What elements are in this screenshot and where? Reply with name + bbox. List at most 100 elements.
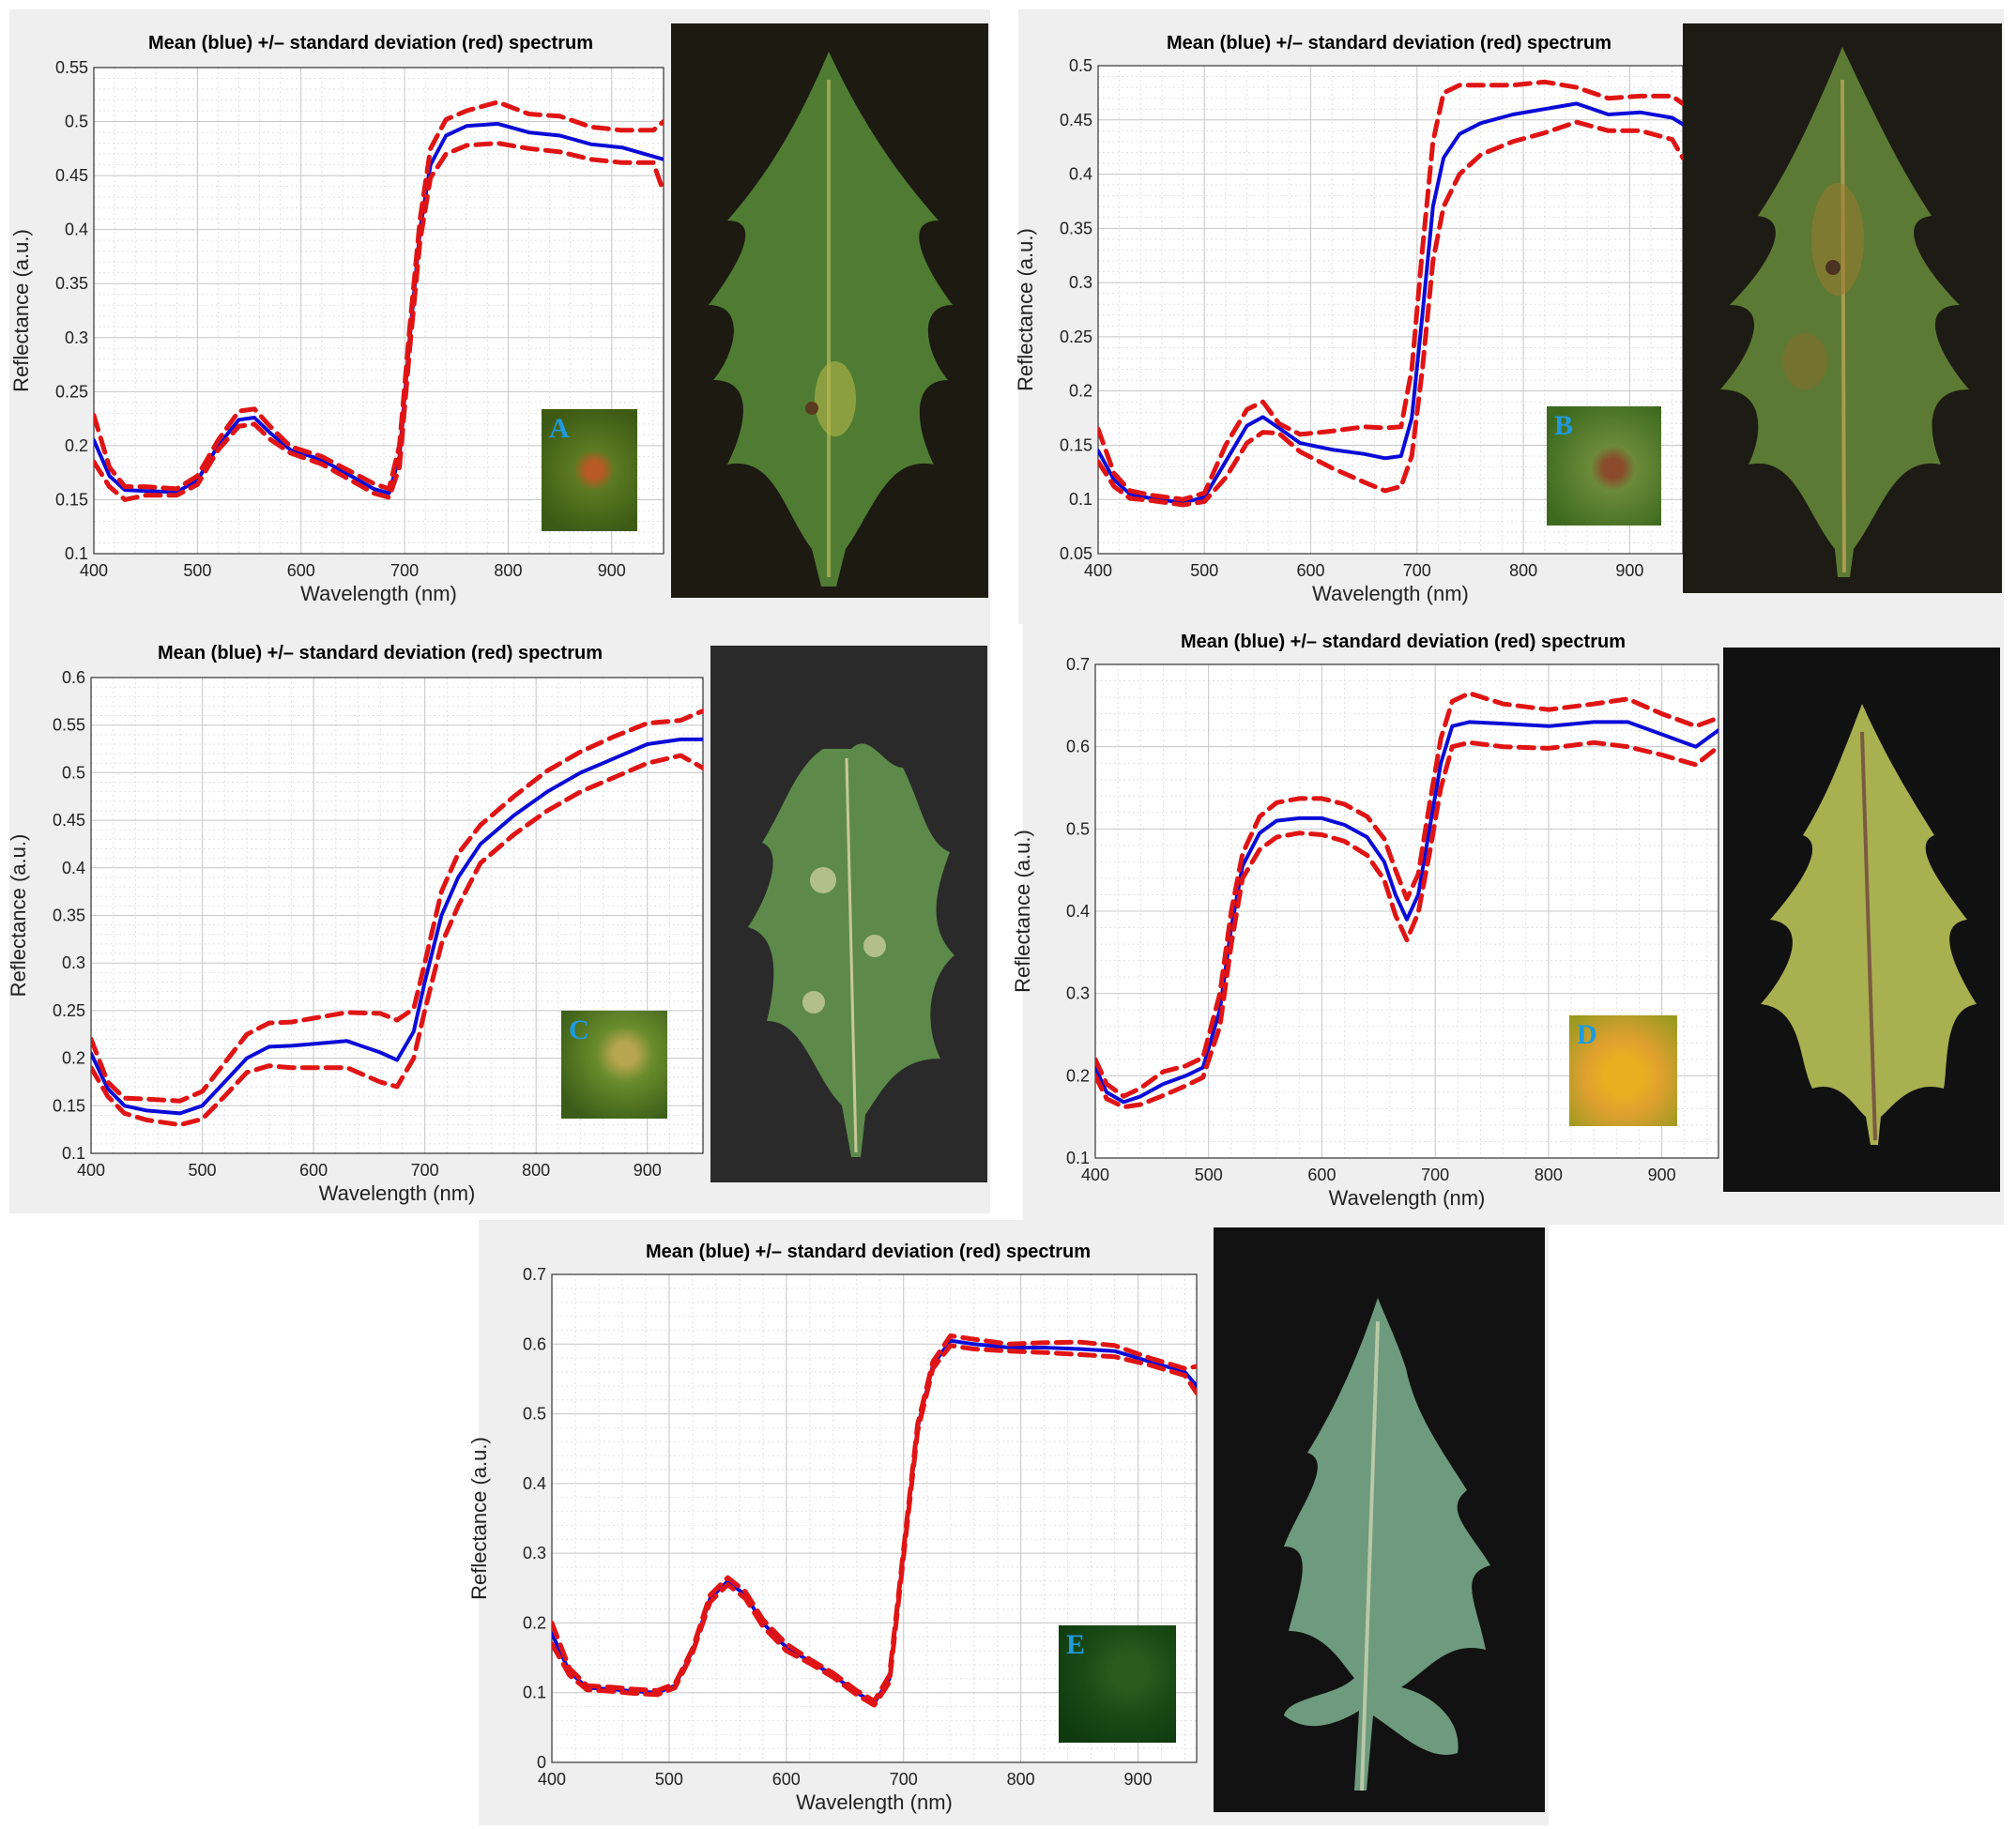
plot-frame (1094, 663, 1719, 1159)
std-series-line (1098, 119, 1683, 508)
chart-title: Mean (blue) +/– standard deviation (red)… (158, 643, 603, 663)
mean-series-line (1098, 101, 1683, 505)
y-tick-label: 0.1 (1066, 1149, 1090, 1167)
y-tick-label: 0.3 (523, 1544, 546, 1562)
y-tick-label: 0.35 (55, 274, 88, 293)
x-tick-label: 800 (494, 561, 522, 580)
x-tick-label: 500 (655, 1770, 683, 1789)
leaf-icon (1761, 704, 1977, 1145)
x-tick-label: 800 (1509, 561, 1537, 580)
x-tick-label: 900 (1615, 561, 1643, 580)
y-axis-label: Reflectance (a.u.) (467, 1437, 491, 1600)
y-tick-label: 0.35 (1060, 219, 1092, 237)
y-tick-label: 0.45 (55, 166, 88, 185)
chart-title: Mean (blue) +/– standard deviation (red)… (1181, 632, 1626, 652)
leaf-photo-b (1683, 23, 2002, 593)
x-axis-label: Wavelength (nm) (300, 582, 457, 605)
inset-c: C (561, 1011, 667, 1119)
x-tick-label: 500 (1195, 1166, 1223, 1184)
x-axis-label: Wavelength (nm) (319, 1181, 476, 1205)
y-tick-label: 0.25 (53, 1001, 85, 1020)
grid (93, 67, 664, 555)
mean-series-line (94, 121, 664, 495)
y-tick-label: 0.4 (1066, 902, 1090, 921)
plot-frame (551, 1273, 1198, 1763)
std-series-line (552, 1333, 1197, 1704)
y-tick-label: 0.55 (55, 58, 88, 77)
leaf-photo-e (1214, 1227, 1545, 1812)
x-tick-label: 900 (634, 1161, 662, 1180)
inset-e: E (1059, 1625, 1176, 1743)
x-tick-label: 400 (80, 561, 108, 580)
std-series-line (94, 99, 664, 492)
leaf-photo-d (1723, 648, 2000, 1192)
x-tick-label: 500 (189, 1161, 217, 1180)
x-tick-label: 600 (772, 1770, 801, 1789)
y-tick-label: 0.2 (523, 1613, 546, 1632)
leaf-icon (1720, 47, 1969, 577)
chart-title: Mean (blue) +/– standard deviation (red)… (646, 1242, 1091, 1262)
y-tick-label: 0.3 (62, 953, 85, 972)
y-tick-label: 0.1 (1069, 490, 1092, 509)
y-tick-label: 0.5 (523, 1405, 546, 1424)
x-tick-label: 600 (287, 561, 315, 580)
x-tick-label: 600 (299, 1161, 328, 1180)
y-tick-label: 0.25 (1060, 328, 1092, 346)
y-tick-label: 0.2 (62, 1049, 85, 1068)
y-tick-label: 0 (537, 1753, 546, 1772)
x-tick-label: 500 (183, 561, 211, 580)
x-tick-label: 800 (1535, 1166, 1563, 1184)
x-tick-label: 700 (1403, 561, 1431, 580)
mean-series-line (91, 737, 703, 1116)
inset-label-c: C (569, 1014, 589, 1045)
y-tick-label: 0.15 (1060, 435, 1092, 454)
x-tick-label: 400 (77, 1161, 105, 1180)
x-tick-label: 900 (598, 561, 626, 580)
inset-d: D (1569, 1015, 1677, 1126)
std-series-line (94, 141, 664, 502)
y-tick-label: 0.4 (1069, 165, 1092, 184)
x-tick-label: 700 (411, 1161, 439, 1180)
x-tick-label: 400 (1081, 1166, 1109, 1184)
y-tick-label: 0.5 (1066, 819, 1090, 838)
y-axis-label: Reflectance (a.u.) (1014, 228, 1037, 391)
x-axis-label: Wavelength (nm) (1329, 1186, 1486, 1210)
inset-label-a: A (549, 413, 570, 444)
x-tick-label: 700 (1421, 1166, 1449, 1184)
y-tick-label: 0.5 (65, 113, 88, 131)
y-tick-label: 0.6 (1066, 738, 1090, 756)
y-tick-label: 0.35 (53, 907, 85, 925)
leaf-icon (1284, 1298, 1490, 1791)
y-tick-label: 0.7 (1066, 655, 1090, 674)
leaf-photo-a (671, 23, 988, 598)
y-tick-label: 0.2 (1069, 382, 1092, 401)
x-axis-label: Wavelength (nm) (796, 1791, 953, 1814)
x-tick-label: 500 (1190, 561, 1218, 580)
plot-frame (90, 677, 704, 1154)
mean-series-line (1095, 720, 1718, 1105)
x-tick-label: 700 (390, 561, 419, 580)
y-axis-label: Reflectance (a.u.) (1011, 830, 1034, 993)
y-tick-label: 0.4 (523, 1474, 546, 1493)
y-tick-label: 0.6 (523, 1334, 546, 1353)
std-series-line (1095, 739, 1718, 1110)
x-tick-label: 800 (1007, 1770, 1035, 1789)
x-tick-label: 900 (1648, 1166, 1676, 1184)
y-tick-label: 0.1 (62, 1144, 85, 1163)
x-tick-label: 400 (1084, 561, 1112, 580)
x-axis-label: Wavelength (nm) (1312, 582, 1469, 605)
std-series-line (91, 709, 703, 1104)
y-tick-label: 0.2 (65, 436, 88, 455)
y-tick-label: 0.1 (523, 1684, 546, 1702)
plot-frame (93, 67, 664, 555)
inset-b: B (1547, 406, 1661, 526)
x-tick-label: 600 (1307, 1166, 1336, 1184)
y-tick-label: 0.4 (62, 859, 85, 877)
y-tick-label: 0.15 (55, 490, 88, 509)
inset-label-e: E (1066, 1629, 1086, 1660)
inset-label-b: B (1554, 410, 1574, 441)
y-tick-label: 0.3 (1069, 273, 1092, 292)
